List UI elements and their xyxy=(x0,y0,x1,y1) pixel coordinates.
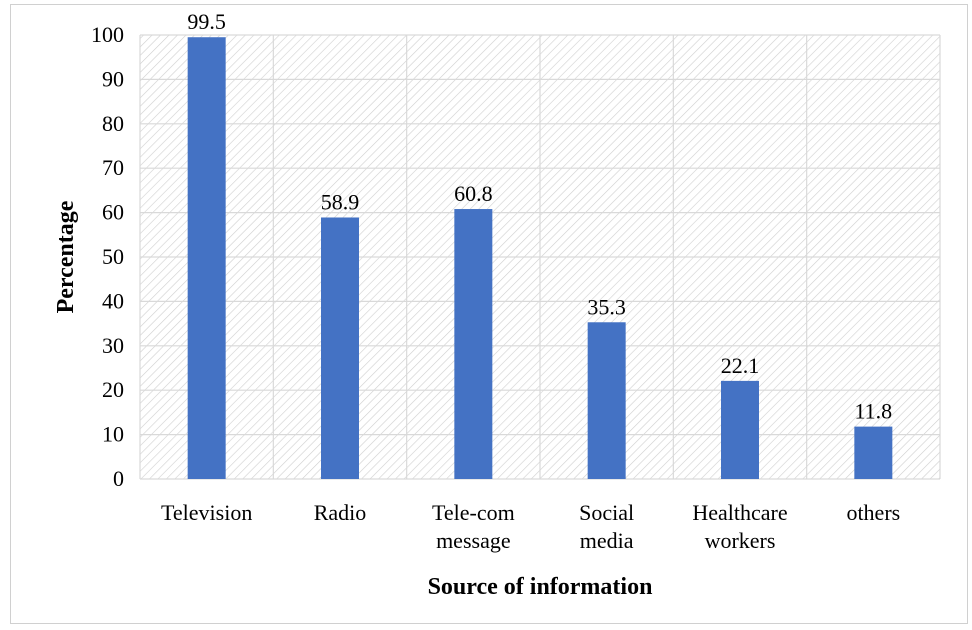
bar xyxy=(854,426,893,479)
y-tick-label: 60 xyxy=(102,200,124,225)
x-axis-title: Source of information xyxy=(428,574,653,600)
y-tick-label: 70 xyxy=(102,155,124,180)
data-labels: 99.5 58.9 60.8 35.3 22.1 11.8 xyxy=(187,9,892,423)
x-axis-ticks: Television Radio Tele-com message Social medi… xyxy=(161,500,900,553)
y-axis-ticks: 0 10 20 30 40 50 60 70 80 90 100 xyxy=(91,22,124,491)
y-axis-title: Percentage xyxy=(53,200,79,313)
y-tick-label: 10 xyxy=(102,422,124,447)
y-tick-label: 100 xyxy=(91,22,124,47)
bar xyxy=(587,322,626,479)
bar xyxy=(187,37,226,479)
y-tick-label: 50 xyxy=(102,244,124,269)
y-tick-label: 90 xyxy=(102,66,124,91)
x-tick-label: others xyxy=(846,500,900,525)
data-label: 58.9 xyxy=(321,189,360,214)
data-label: 35.3 xyxy=(587,294,626,319)
data-label: 60.8 xyxy=(454,181,493,206)
bar xyxy=(721,380,759,479)
y-tick-label: 20 xyxy=(102,377,124,402)
gridlines xyxy=(139,34,941,480)
bars xyxy=(187,37,893,479)
y-tick-label: 0 xyxy=(113,466,124,491)
x-tick-label: Tele-com message xyxy=(432,500,515,553)
y-tick-label: 40 xyxy=(102,288,124,313)
x-tick-label: Radio xyxy=(314,500,367,525)
y-tick-label: 80 xyxy=(102,111,124,136)
bar xyxy=(321,217,359,479)
x-tick-label: Television xyxy=(161,500,252,525)
data-label: 99.5 xyxy=(187,9,226,34)
bar xyxy=(454,209,493,479)
x-tick-label: Social media xyxy=(579,500,634,553)
data-label: 11.8 xyxy=(854,399,892,424)
y-tick-label: 30 xyxy=(102,333,124,358)
x-tick-label: Healthcare workers xyxy=(692,500,787,553)
data-label: 22.1 xyxy=(721,353,760,378)
